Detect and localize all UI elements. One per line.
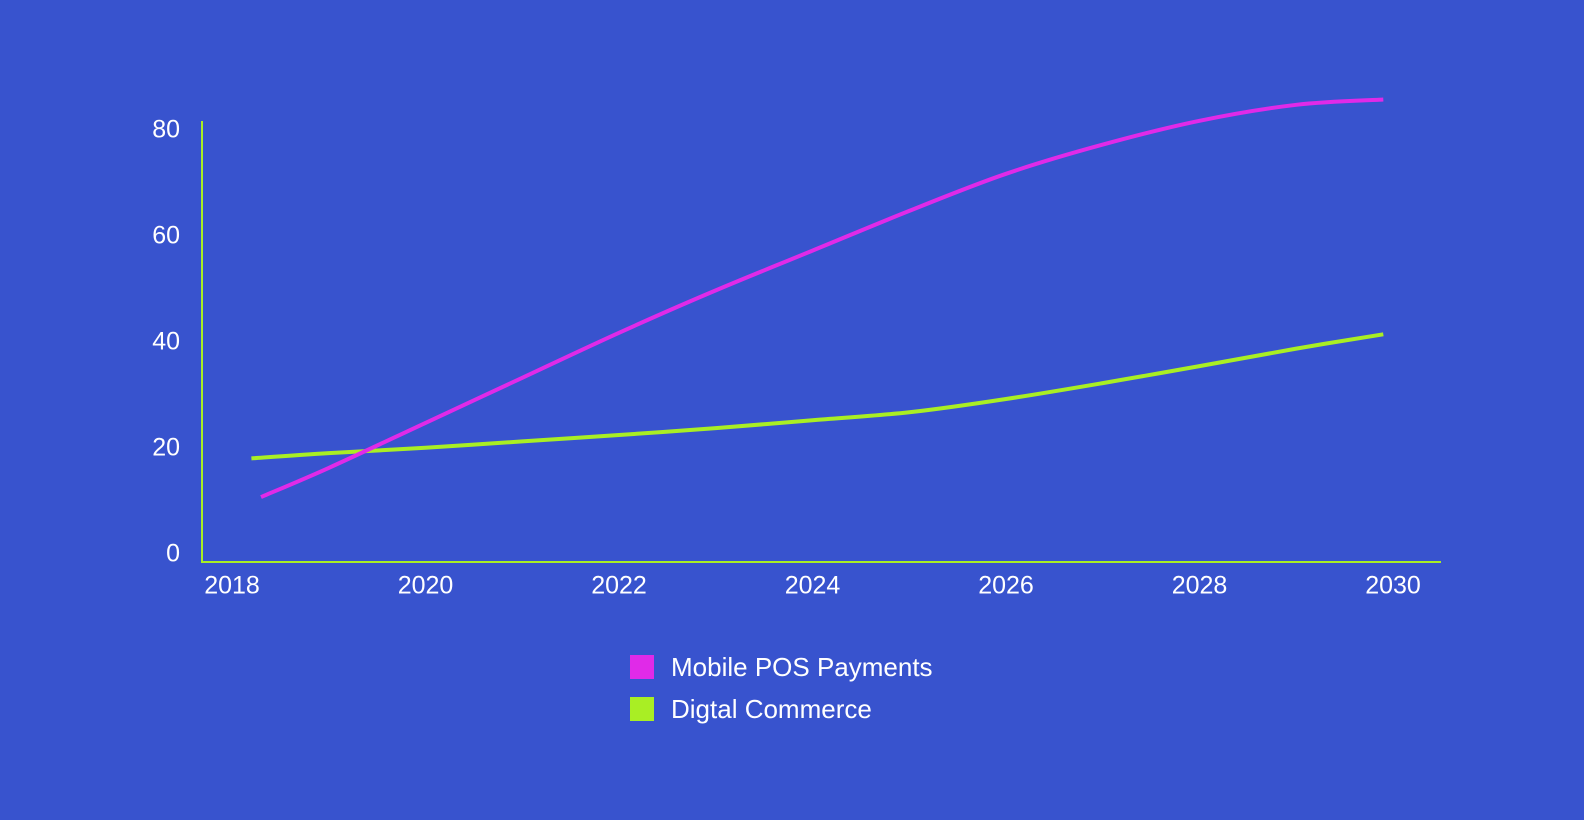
x-tick-label: 2020 (398, 572, 454, 600)
x-tick-labels: 2018 2020 2022 2024 2026 2028 2030 (204, 572, 1421, 600)
x-tick-label: 2022 (591, 572, 647, 600)
legend: Mobile POS Payments Digtal Commerce (630, 646, 933, 730)
x-tick-label: 2026 (978, 572, 1034, 600)
x-tick-label: 2024 (785, 572, 841, 600)
series-lines (251, 97, 1384, 499)
y-tick-label: 80 (152, 116, 180, 144)
legend-label-mobile-pos: Mobile POS Payments (671, 651, 933, 682)
series-line-digital-commerce (251, 332, 1384, 461)
legend-label-digital-commerce: Digtal Commerce (671, 693, 872, 724)
y-tick-labels: 0 20 40 60 80 (152, 116, 180, 568)
x-tick-label: 2030 (1365, 572, 1421, 600)
legend-item-mobile-pos: Mobile POS Payments (630, 646, 933, 688)
legend-swatch-mobile-pos (630, 655, 654, 679)
y-tick-label: 0 (166, 540, 180, 568)
x-tick-label: 2018 (204, 572, 260, 600)
y-tick-label: 40 (152, 328, 180, 356)
y-tick-label: 20 (152, 434, 180, 462)
x-tick-label: 2028 (1172, 572, 1228, 600)
series-line-mobile-pos (260, 97, 1384, 499)
legend-swatch-digital-commerce (630, 697, 654, 721)
y-tick-label: 60 (152, 222, 180, 250)
legend-item-digital-commerce: Digtal Commerce (630, 688, 933, 730)
